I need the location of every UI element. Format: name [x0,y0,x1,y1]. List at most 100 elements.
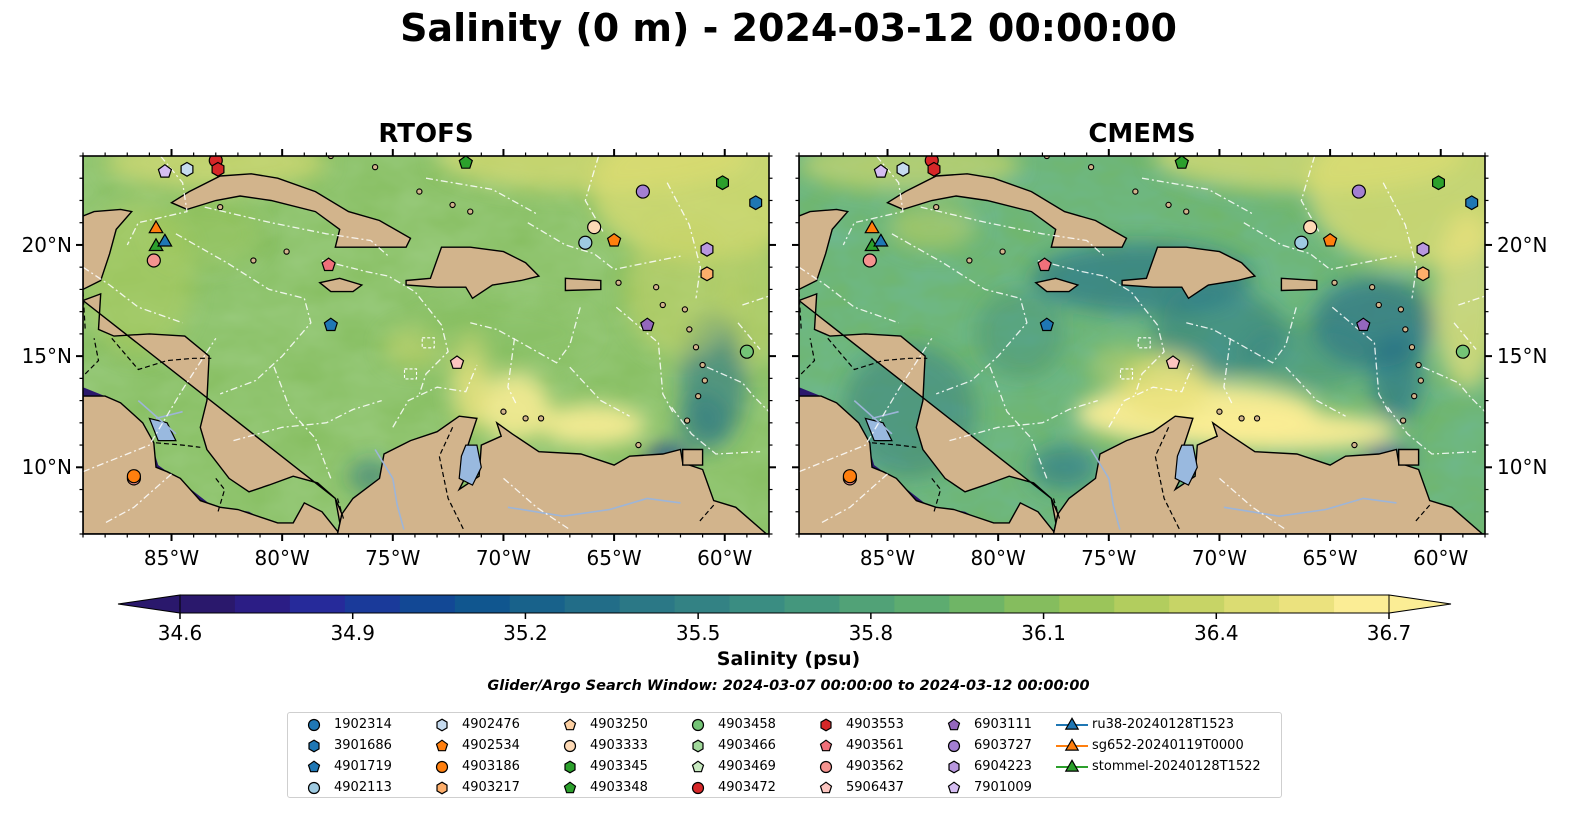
eez-boundary [988,364,1048,479]
colorbar-tick-label: 34.9 [330,621,375,645]
salinity-feature [1434,211,1485,390]
marker-4903561 [1037,257,1052,272]
legend-hexagon-icon [820,718,832,732]
country-border [827,337,928,371]
legend-marker-icon [947,739,961,753]
colorbar [117,594,1452,619]
legend-label: 4903458 [718,717,776,732]
eez-boundary [1422,366,1485,413]
island [1375,301,1382,309]
protected-area [1119,368,1134,380]
island [652,284,660,291]
legend-label: 1902314 [334,717,392,732]
lat-tick-label-right: 20°N [1497,232,1548,257]
colorbar-segment [1004,595,1060,613]
marker-6904223 [700,241,714,257]
legend-circle-icon [819,760,833,774]
legend-triangle-icon [1064,717,1080,730]
legend: 1902314 3901686 4901719 4902113 4902476 49025… [287,712,1282,798]
marker-4903562 [862,253,877,268]
legend-marker-icon [692,739,704,753]
island [371,163,379,171]
legend-marker-icon [436,718,448,732]
country-border [1413,504,1431,524]
legend-hexagon-icon [308,739,320,753]
legend-triangle-icon [1064,738,1080,751]
map-panel-cmems [792,149,1492,541]
colorbar-extend-min [117,594,181,614]
legend-marker-icon [564,760,576,774]
legend-label: 5906437 [846,780,904,795]
colorbar-tick-label: 34.6 [157,621,203,645]
island [701,377,708,384]
legend-label: 4903348 [590,780,648,795]
eez-boundary [527,222,681,271]
legend-marker-icon [691,781,705,795]
lat-tick-label-right: 10°N [1497,455,1548,480]
legend-marker-icon [1056,717,1088,730]
eez-boundary [820,473,888,524]
colorbar-segment [894,595,950,613]
lon-tick-label: 75°W [365,546,421,570]
legend-pentagon-icon [435,739,449,752]
marker-3901686 [1465,195,1479,211]
river [871,410,899,420]
marker-6903111 [1356,317,1371,332]
colorbar-extend-max [1388,594,1452,614]
colorbar-segment [784,595,841,613]
colorbar-tick-label: 35.2 [503,621,548,645]
colorbar-segment [619,595,676,613]
lon-tick-label: 65°W [1302,546,1358,570]
colorbar-segment [1169,595,1225,613]
island [1253,415,1261,422]
salinity-feature [414,300,592,368]
country-border [800,338,816,375]
colorbar-segment [180,595,236,613]
legend-label: 4903561 [846,738,904,753]
colorbar-segment [1279,595,1335,613]
lat-tick-label-right: 15°N [1497,344,1548,369]
eez-boundary [842,156,904,246]
marker-4902113 [578,235,593,250]
legend-label: ru38-20240128T1523 [1092,717,1235,732]
colorbar-segment [729,595,786,613]
marker-4903348 [458,156,474,169]
salinity-feature [479,373,550,441]
salinity-feature [1088,345,1156,390]
colorbar-segment [1059,595,1115,613]
colorbar-tick-label: 36.7 [1366,621,1412,645]
land-southAm [1052,415,1485,534]
legend-pentagon-icon [819,781,833,794]
lon-tick-label: 60°W [1413,546,1469,570]
marker-4901719 [1039,317,1055,332]
salinity-feature [887,204,977,250]
river [155,410,183,420]
colorbar-segment [949,595,1005,613]
marker-4903458 [1455,344,1470,359]
island [467,208,474,215]
island [1132,188,1139,195]
legend-circle-icon [691,781,705,795]
marker-4902476 [180,161,194,177]
eez-boundary [1108,364,1194,428]
marker-4903561 [321,257,336,272]
eez-boundary [425,177,537,215]
eez-boundary [233,399,382,442]
island [1368,284,1376,291]
map-frame [82,155,770,535]
salinity-feature [1153,156,1463,192]
legend-marker-icon [436,781,448,795]
marker-4902113 [1294,235,1309,250]
legend-label: 6903727 [974,738,1032,753]
marker-5906437 [1165,355,1181,369]
eez-boundary [321,259,449,395]
land-centralAm [83,292,343,534]
marker-4901719 [323,317,339,332]
island [635,441,642,449]
eez-boundary [1186,304,1298,364]
legend-circle-icon [947,739,961,753]
lon-tick-label: 85°W [859,546,916,570]
marker-4903553 [927,161,941,177]
colorbar-segment [289,595,346,613]
